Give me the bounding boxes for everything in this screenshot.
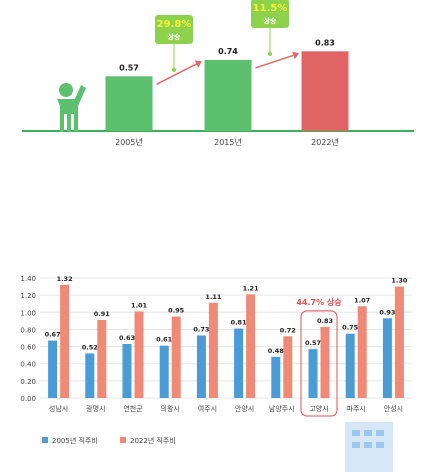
value-label: 1.11 [205,293,222,301]
category-label: 남양주시 [269,404,295,413]
value-label: 0.67 [45,331,61,339]
bar-2005 [308,349,318,398]
value-label: 1.32 [57,275,73,283]
arrow-head [194,60,202,68]
highlight-box [300,310,338,417]
value-label: 0.52 [82,343,98,351]
category-label: 여주시 [198,404,217,413]
value-label: 0.61 [156,336,173,344]
bar-2022 [283,336,293,398]
bar-2022 [134,311,144,398]
category-label: 안성시 [384,404,403,413]
bar-2005년 [105,76,153,131]
bar-2022년 [301,51,349,131]
value-label: 0.74 [218,47,238,56]
value-label: 0.93 [379,308,395,316]
trend-arrow [156,63,197,85]
bar-2005 [159,345,169,398]
bar-2005 [345,333,355,398]
value-label: 0.91 [94,310,111,318]
building-illustration-icon [345,422,393,472]
legend-label: 2022년 직주비 [130,436,176,445]
y-tick-label: 0.20 [20,378,36,386]
y-tick-label: 0.40 [20,361,36,369]
category-label: 고양시 [309,405,328,413]
bottom-chart: 0.00 0.20 0.40 0.60 0.80 1.00 1.20 1.40 0.67 1.3… [20,275,412,472]
growth-badge-text: 상승 [264,16,277,25]
top-chart: 0.57 2005년 0.74 2015년 0.83 2022년 29.8% 상승 11.5%… [22,0,414,147]
y-tick-label: 0.60 [20,344,36,352]
legend-label: 2005년 직주비 [52,436,98,445]
bar-2022 [208,302,218,398]
growth-badge-text: 상승 [168,32,181,41]
bar-2022 [394,286,404,398]
arrow-head [292,51,300,60]
badge-pointer-dot [172,68,176,72]
value-label: 0.72 [280,326,296,334]
value-label: 0.83 [315,38,335,47]
category-label: 연천군 [123,404,143,413]
growth-badge-value: 11.5% [253,3,288,14]
category-label: 2005년 [115,137,143,147]
value-label: 1.01 [131,301,148,309]
category-label: 성남시 [49,404,68,413]
trend-arrow [255,54,294,69]
value-label: 1.07 [354,296,370,304]
growth-badge [251,0,289,28]
category-label: 광명시 [86,404,105,413]
bar-2005 [271,356,281,398]
value-label: 0.48 [268,347,285,355]
value-label: 1.30 [391,277,408,285]
highlight-label: 44.7% 상승 [296,297,342,307]
value-label: 0.83 [317,317,333,325]
legend-swatch [120,437,126,443]
bar-2005 [196,335,206,398]
y-tick-label: 1.00 [20,309,36,317]
bar-2022 [357,306,367,398]
person-pointing-icon [57,83,86,132]
y-tick-label: 1.40 [20,275,36,283]
value-label: 0.75 [342,324,359,332]
value-label: 1.21 [243,284,260,292]
growth-badge [155,15,193,44]
bar-2022 [97,320,107,398]
category-label: 2015년 [214,137,242,147]
y-tick-label: 0.80 [20,326,36,334]
value-label: 0.57 [305,339,321,347]
growth-badge-value: 29.8% [157,19,192,30]
category-label: 의왕시 [161,404,180,413]
bar-2015년 [204,59,252,131]
bar-2022 [246,294,256,398]
value-label: 0.73 [193,325,209,333]
category-label: 파주시 [347,404,366,413]
bar-2005 [85,353,95,398]
bar-2022 [320,326,330,398]
y-tick-label: 0.00 [20,395,36,403]
value-label: 0.81 [231,319,248,327]
bar-2022 [60,284,70,398]
bar-2005 [382,318,392,398]
category-label: 2022년 [311,137,339,147]
bar-2005 [48,340,58,398]
value-label: 0.95 [168,307,185,315]
value-label: 0.57 [119,63,139,72]
legend-swatch [42,437,48,443]
value-label: 0.63 [119,334,135,342]
y-tick-label: 1.20 [20,292,36,300]
bar-2022 [171,316,181,398]
badge-pointer-dot [268,52,272,56]
bar-2005 [122,344,132,398]
category-label: 안양시 [235,404,254,413]
bar-2005 [234,328,244,398]
